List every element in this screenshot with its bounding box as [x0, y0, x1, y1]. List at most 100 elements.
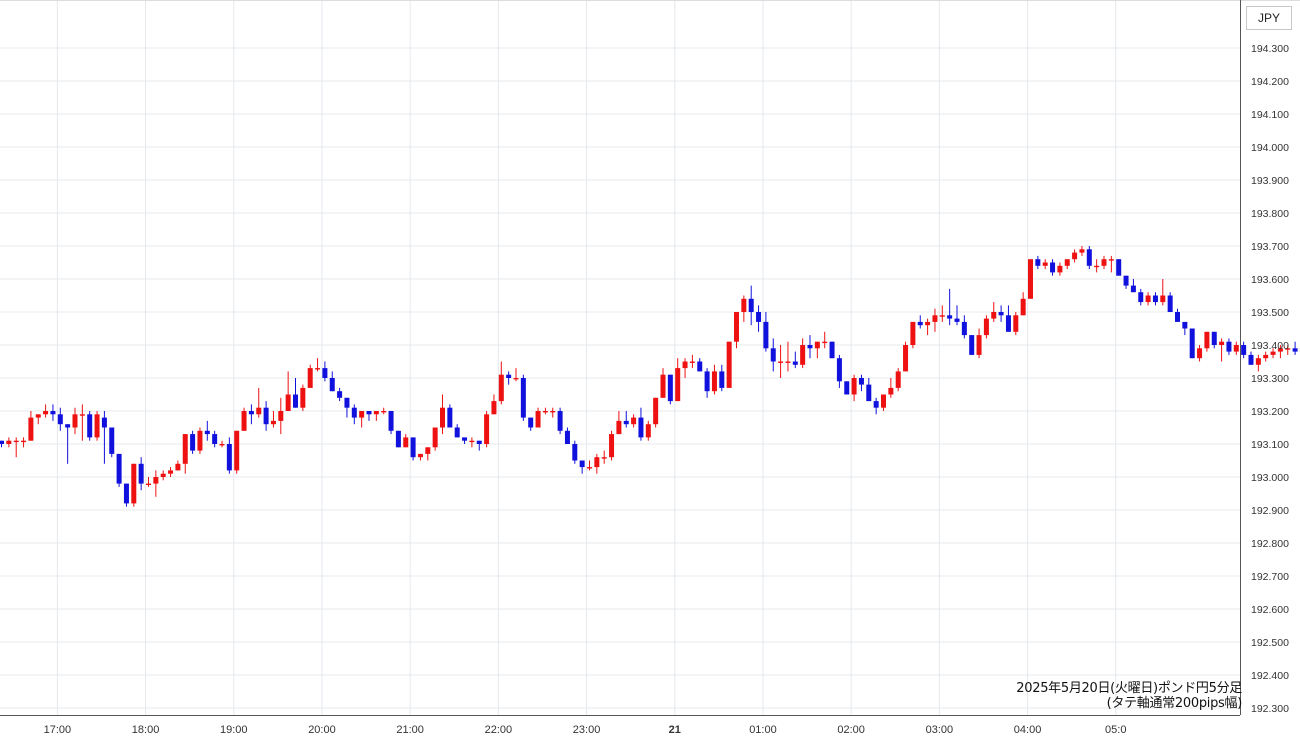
candle-down [117, 454, 122, 487]
candle-up [1204, 332, 1209, 352]
candle-body [800, 345, 805, 365]
candle-down [109, 428, 114, 458]
candle-body [822, 342, 827, 343]
candle-body [139, 464, 144, 484]
candle-body [14, 441, 19, 442]
candle-body [1256, 358, 1261, 365]
candle-body [1006, 315, 1011, 332]
candle-up [175, 461, 180, 471]
candle-up [514, 368, 519, 381]
candle-body [1043, 263, 1048, 266]
candle-body [859, 378, 864, 385]
candle-body [609, 434, 614, 457]
candle-down [1182, 322, 1187, 335]
candle-up [910, 322, 915, 348]
candle-down [830, 342, 835, 359]
candle-down [1212, 332, 1217, 349]
candle-body [874, 401, 879, 408]
candle-down [793, 352, 798, 369]
candle-body [844, 381, 849, 394]
candle-body [256, 408, 261, 415]
candle-up [315, 358, 320, 371]
candle-body [697, 362, 702, 372]
candle-down [1241, 342, 1246, 359]
candle-body [815, 342, 820, 349]
candle-down [749, 286, 754, 326]
candle-body [205, 431, 210, 434]
candle-body [131, 464, 136, 504]
candle-down [624, 411, 629, 428]
candle-up [271, 411, 276, 428]
candle-down [139, 457, 144, 490]
candle-up [1234, 342, 1239, 355]
candle-body [102, 418, 107, 428]
candle-up [1102, 256, 1107, 269]
candle-up [712, 365, 717, 395]
candle-body [146, 484, 151, 485]
candle-body [95, 414, 100, 437]
candle-body [109, 428, 114, 454]
candle-body [852, 378, 857, 395]
candle-body [962, 322, 967, 335]
candle-body [403, 437, 408, 447]
candle-up [131, 464, 136, 507]
candle-down [837, 355, 842, 388]
candle-body [227, 444, 232, 470]
candle-body [73, 414, 78, 427]
candle-body [359, 411, 364, 418]
candle-down [1124, 276, 1129, 289]
candle-up [653, 398, 658, 428]
candle-up [991, 302, 996, 322]
candle-up [940, 305, 945, 322]
candle-up [491, 395, 496, 415]
candle-body [903, 345, 908, 371]
candle-up [440, 395, 445, 435]
candle-body [337, 391, 342, 398]
candle-down [1131, 279, 1136, 292]
candle-body [0, 441, 4, 444]
candle-body [462, 437, 467, 440]
candle-down [771, 338, 776, 371]
candle-down [1175, 309, 1180, 322]
candle-body [991, 312, 996, 319]
candle-body [712, 371, 717, 391]
currency-label[interactable]: JPY [1246, 6, 1292, 30]
candle-body [1079, 249, 1084, 252]
candle-body [1204, 332, 1209, 349]
candle-body [499, 375, 504, 401]
candle-down [558, 408, 563, 434]
y-tick-label: 193.700 [1251, 241, 1289, 253]
candle-down [808, 335, 813, 358]
candle-body [484, 414, 489, 444]
y-tick-label: 192.600 [1251, 604, 1289, 616]
candle-down [1138, 289, 1143, 306]
candle-down [1050, 259, 1055, 276]
candle-down [844, 381, 849, 394]
candle-up [308, 365, 313, 388]
candle-up [484, 411, 489, 447]
candle-body [947, 315, 952, 318]
candle-down [411, 437, 416, 460]
candle-body [896, 371, 901, 388]
y-tick-label: 192.300 [1251, 703, 1289, 715]
candle-body [771, 348, 776, 361]
candle-body [28, 418, 33, 441]
candle-up [1160, 279, 1165, 305]
candle-body [719, 371, 724, 388]
candle-body [638, 418, 643, 438]
candle-body [440, 408, 445, 428]
candle-body [940, 315, 945, 316]
candle-down [1249, 352, 1254, 365]
candle-down [1116, 259, 1121, 276]
candle-up [1057, 263, 1062, 276]
candle-body [543, 411, 548, 412]
candle-up [984, 315, 989, 338]
candle-up [727, 342, 732, 388]
candle-up [374, 411, 379, 421]
candle-body [683, 362, 688, 369]
candle-body [977, 335, 982, 355]
y-tick-label: 194.000 [1251, 142, 1289, 154]
candle-down [999, 305, 1004, 322]
candle-body [330, 378, 335, 391]
